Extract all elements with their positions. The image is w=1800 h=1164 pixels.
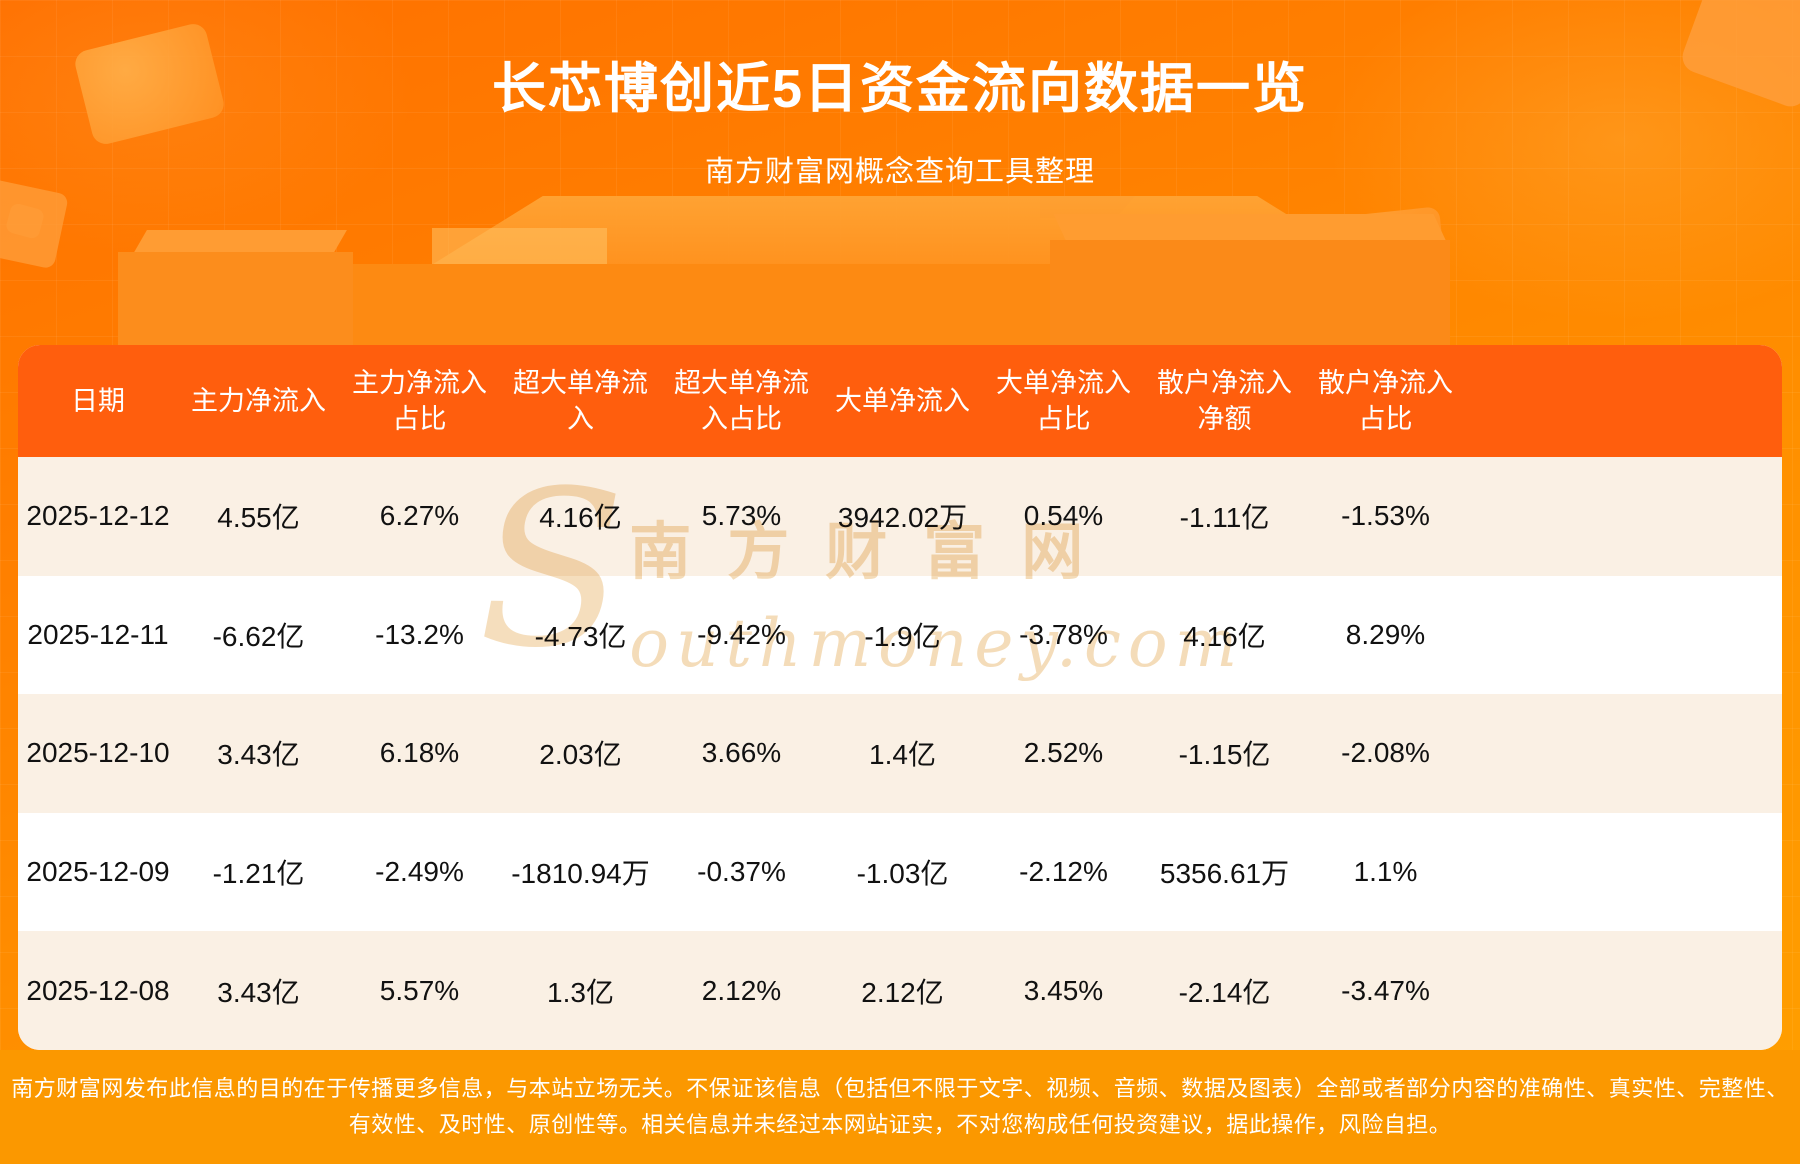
table-cell-xl-order-net-inflow-pct: 2.12% [701, 974, 782, 1006]
table-cell-large-order-net-inflow-pct: -3.78% [1019, 618, 1108, 650]
table-cell-xl-order-net-inflow: 4.16亿 [539, 502, 622, 534]
table-cell-date: 2025-12-11 [27, 618, 169, 650]
table-cell-xl-order-net-inflow: -4.73亿 [534, 620, 627, 652]
table-cell-large-order-net-inflow-pct: -2.12% [1019, 856, 1108, 888]
table-row: 2025-12-09 -1.21亿 -2.49% -1810.94万 -0.37… [18, 812, 1782, 932]
disclaimer-bar: 南方财富网发布此信息的目的在于传播更多信息，与本站立场无关。不保证该信息（包括但… [0, 1050, 1800, 1164]
decor-podium-left-front [118, 252, 353, 349]
table-cell-retail-net-inflow: 5356.61万 [1159, 858, 1290, 890]
table-cell-main-net-inflow: 3.43亿 [217, 739, 300, 771]
table-cell-retail-net-inflow-pct: -2.08% [1341, 737, 1430, 769]
table-cell-large-order-net-inflow-pct: 0.54% [1023, 500, 1104, 532]
table-body: 2025-12-12 4.55亿 6.27% 4.16亿 5.73% 3942.… [18, 457, 1782, 1050]
table-header-cell: 超大单净流入占比 [674, 368, 809, 434]
decor-podium-top-face [430, 196, 1370, 266]
table-cell-date: 2025-12-12 [26, 500, 170, 532]
decor-podium-front-face [350, 264, 1450, 349]
table-row: 2025-12-08 3.43亿 5.57% 1.3亿 2.12% 2.12亿 … [18, 931, 1782, 1050]
table-row: 2025-12-11 -6.62亿 -13.2% -4.73亿 -9.42% -… [18, 575, 1782, 695]
table-cell-main-net-inflow-pct: 6.18% [379, 737, 460, 769]
table-cell-large-order-net-inflow: 2.12亿 [861, 976, 944, 1008]
decor-cube-small-left [4, 202, 46, 240]
decor-podium-right-front [1050, 240, 1450, 349]
table-cell-large-order-net-inflow-pct: 2.52% [1023, 737, 1104, 769]
table-cell-large-order-net-inflow: -1.03亿 [856, 858, 949, 890]
table-cell-large-order-net-inflow-pct: 3.45% [1023, 974, 1104, 1006]
page-title: 长芯博创近5日资金流向数据一览 [491, 59, 1309, 119]
table-cell-large-order-net-inflow: 1.4亿 [869, 739, 936, 771]
decor-podium-right-top-face [1053, 214, 1447, 242]
page-subtitle: 南方财富网概念查询工具整理 [704, 156, 1095, 188]
decor-podium-shadow [1040, 196, 1135, 218]
table-cell-main-net-inflow: -6.62亿 [212, 620, 305, 652]
table-header-cell: 散户净流入净额 [1157, 368, 1292, 434]
table-cell-retail-net-inflow-pct: -3.47% [1341, 974, 1430, 1006]
decor-podium-left-top-face [133, 230, 347, 254]
table-header-cell: 大单净流入占比 [996, 368, 1131, 434]
table-header-cell: 超大单净流入 [513, 368, 648, 434]
table-cell-date: 2025-12-08 [26, 974, 170, 1006]
table-cell-large-order-net-inflow: 3942.02万 [837, 502, 968, 534]
table-cell-main-net-inflow-pct: -13.2% [375, 618, 464, 650]
table-cell-xl-order-net-inflow: 2.03亿 [539, 739, 622, 771]
table-cell-xl-order-net-inflow-pct: -0.37% [697, 856, 786, 888]
table-cell-date: 2025-12-09 [26, 856, 170, 888]
table-cell-main-net-inflow: 3.43亿 [217, 976, 300, 1008]
table-cell-xl-order-net-inflow-pct: 5.73% [701, 500, 782, 532]
table-header-row: 日期 主力净流入 主力净流入占比 超大单净流入 超大单净流入占比 大单净流入 大单净流入占比… [18, 345, 1782, 457]
table-header-cell: 主力净流入占比 [352, 368, 487, 434]
table-cell-xl-order-net-inflow-pct: -9.42% [697, 618, 786, 650]
table-row: 2025-12-10 3.43亿 6.18% 2.03亿 3.66% 1.4亿 … [18, 694, 1782, 813]
table-cell-large-order-net-inflow: -1.9亿 [864, 620, 941, 652]
table-cell-main-net-inflow: 4.55亿 [217, 502, 300, 534]
table-header-cell: 主力净流入 [191, 386, 326, 416]
table-cell-retail-net-inflow-pct: -1.53% [1341, 500, 1430, 532]
disclaimer-text: 南方财富网发布此信息的目的在于传播更多信息，与本站立场无关。不保证该信息（包括但… [11, 1076, 1789, 1137]
table-cell-main-net-inflow-pct: -2.49% [375, 856, 464, 888]
table-cell-retail-net-inflow: -1.11亿 [1179, 502, 1270, 534]
table-cell-xl-order-net-inflow: 1.3亿 [547, 976, 614, 1008]
table-cell-xl-order-net-inflow-pct: 3.66% [701, 737, 782, 769]
table-cell-retail-net-inflow-pct: 8.29% [1345, 618, 1426, 650]
table-cell-retail-net-inflow: -1.15亿 [1178, 739, 1271, 771]
table-row: 2025-12-12 4.55亿 6.27% 4.16亿 5.73% 3942.… [18, 457, 1782, 576]
table-cell-date: 2025-12-10 [26, 737, 170, 769]
table-cell-retail-net-inflow-pct: 1.1% [1353, 856, 1418, 888]
table-header-cell: 散户净流入占比 [1318, 368, 1453, 434]
table-cell-retail-net-inflow: -2.14亿 [1178, 976, 1271, 1008]
decor-cube-right [1287, 206, 1449, 314]
table-cell-xl-order-net-inflow: -1810.94万 [511, 858, 650, 890]
table-cell-retail-net-inflow: 4.16亿 [1183, 620, 1266, 652]
table-cell-main-net-inflow: -1.21亿 [212, 858, 305, 890]
table-header-cell: 大单净流入 [835, 386, 970, 416]
fund-flow-table: 日期 主力净流入 主力净流入占比 超大单净流入 超大单净流入占比 大单净流入 大单净流入占比… [18, 345, 1782, 1050]
table-cell-main-net-inflow-pct: 6.27% [379, 500, 460, 532]
decor-cube-left [0, 178, 70, 270]
decor-podium-highlight [432, 228, 607, 265]
table-header-cell: 日期 [71, 386, 125, 416]
table-cell-main-net-inflow-pct: 5.57% [379, 974, 460, 1006]
